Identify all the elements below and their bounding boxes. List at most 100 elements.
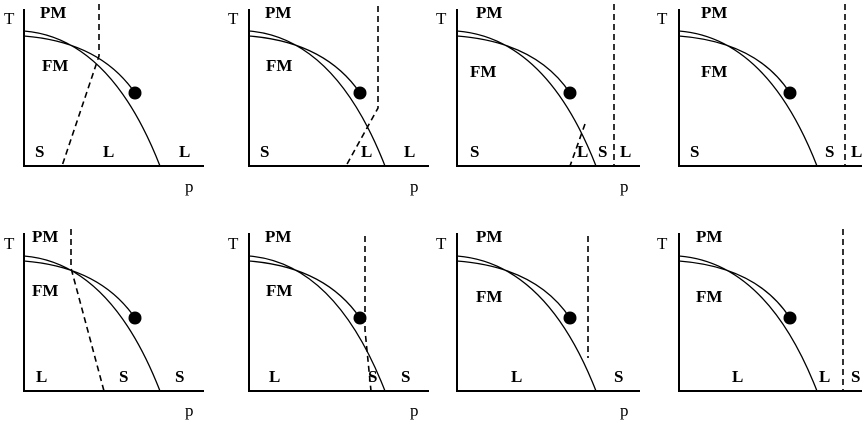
pm-label: PM <box>265 227 291 246</box>
axes <box>456 9 640 167</box>
dashed-path <box>70 229 105 392</box>
t-axis-label: T <box>4 9 15 28</box>
bottom-label-2: S <box>368 367 377 386</box>
fm-label: FM <box>470 62 496 81</box>
phase-boundary-outer <box>456 255 597 392</box>
p-axis-label: p <box>410 401 419 420</box>
p-axis-label: p <box>620 401 629 420</box>
phase-boundary-inner <box>23 260 136 319</box>
bottom-label-1: L <box>269 367 280 386</box>
panel-top-2: T PM FM S L L p <box>228 3 429 196</box>
bottom-label-3: L <box>404 142 415 161</box>
fm-label: FM <box>476 287 502 306</box>
phase-boundary-outer <box>248 30 386 167</box>
axes <box>248 233 429 392</box>
t-axis-label: T <box>228 9 239 28</box>
bottom-label-1: S <box>690 142 699 161</box>
bottom-label-1: S <box>470 142 479 161</box>
critical-point <box>128 86 142 100</box>
bottom-label-3: S <box>401 367 410 386</box>
fm-label: FM <box>701 62 727 81</box>
fm-label: FM <box>266 56 292 75</box>
panel-bottom-4: T PM FM L L S <box>657 227 862 392</box>
phase-boundary-outer <box>678 255 818 392</box>
panel-bottom-2: T PM FM L S S p <box>228 227 429 420</box>
phase-boundary-inner <box>248 260 361 319</box>
pm-label: PM <box>476 227 502 246</box>
panel-top-3: T PM FM S L S L p <box>436 3 640 196</box>
phase-boundary-inner <box>456 260 571 319</box>
panel-bottom-3: T PM FM L S p <box>436 227 640 420</box>
axes <box>23 233 204 392</box>
phase-boundary-inner <box>456 35 571 94</box>
bottom-label-1: L <box>732 367 743 386</box>
bottom-label-3: S <box>851 367 860 386</box>
axes <box>248 9 429 167</box>
bottom-label-2: S <box>614 367 623 386</box>
axes <box>678 9 862 167</box>
p-axis-label: p <box>185 177 194 196</box>
bottom-label-2: L <box>361 142 372 161</box>
pm-label: PM <box>696 227 722 246</box>
phase-boundary-outer <box>678 30 818 167</box>
panel-top-1: T PM FM S L L p <box>4 3 204 196</box>
t-axis-label: T <box>657 234 668 253</box>
critical-point <box>353 311 367 325</box>
critical-point <box>563 86 577 100</box>
fm-label: FM <box>32 281 58 300</box>
fm-label: FM <box>266 281 292 300</box>
t-axis-label: T <box>4 234 15 253</box>
bottom-label-2: S <box>825 142 834 161</box>
bottom-label-1: S <box>35 142 44 161</box>
phase-boundary-outer <box>456 30 597 167</box>
dashed-path <box>569 123 586 167</box>
p-axis-label: p <box>410 177 419 196</box>
bottom-label-2: S <box>119 367 128 386</box>
axes <box>678 233 862 392</box>
phase-boundary-inner <box>678 35 791 94</box>
bottom-label-3: S <box>598 142 607 161</box>
t-axis-label: T <box>436 9 447 28</box>
dashed-path <box>345 6 379 167</box>
phase-boundary-outer <box>248 255 386 392</box>
phase-boundary-outer <box>23 30 161 167</box>
t-axis-label: T <box>436 234 447 253</box>
critical-point <box>563 311 577 325</box>
phase-boundary-outer <box>23 255 161 392</box>
bottom-label-3: S <box>175 367 184 386</box>
pm-label: PM <box>40 3 66 22</box>
pm-label: PM <box>701 3 727 22</box>
critical-point <box>783 86 797 100</box>
p-axis-label: p <box>185 401 194 420</box>
bottom-label-1: L <box>36 367 47 386</box>
fm-label: FM <box>42 56 68 75</box>
axes <box>23 9 204 167</box>
bottom-label-1: S <box>260 142 269 161</box>
bottom-label-2: L <box>103 142 114 161</box>
phase-boundary-inner <box>23 35 136 94</box>
phase-boundary-inner <box>678 260 791 319</box>
dashed-path <box>61 4 100 167</box>
bottom-label-2: L <box>819 367 830 386</box>
axes <box>456 233 640 392</box>
phase-boundary-inner <box>248 35 361 94</box>
panel-top-4: T PM FM S S L <box>657 3 862 167</box>
pm-label: PM <box>476 3 502 22</box>
pm-label: PM <box>265 3 291 22</box>
bottom-label-2: L <box>577 142 588 161</box>
dashed-path <box>364 236 372 392</box>
bottom-label-3: L <box>179 142 190 161</box>
pm-label: PM <box>32 227 58 246</box>
critical-point <box>128 311 142 325</box>
critical-point <box>353 86 367 100</box>
bottom-label-3: L <box>851 142 862 161</box>
panel-bottom-1: T PM FM L S S p <box>4 227 204 420</box>
fm-label: FM <box>696 287 722 306</box>
critical-point <box>783 311 797 325</box>
p-axis-label: p <box>620 177 629 196</box>
t-axis-label: T <box>228 234 239 253</box>
t-axis-label: T <box>657 9 668 28</box>
bottom-label-1: L <box>511 367 522 386</box>
bottom-label-4: L <box>620 142 631 161</box>
